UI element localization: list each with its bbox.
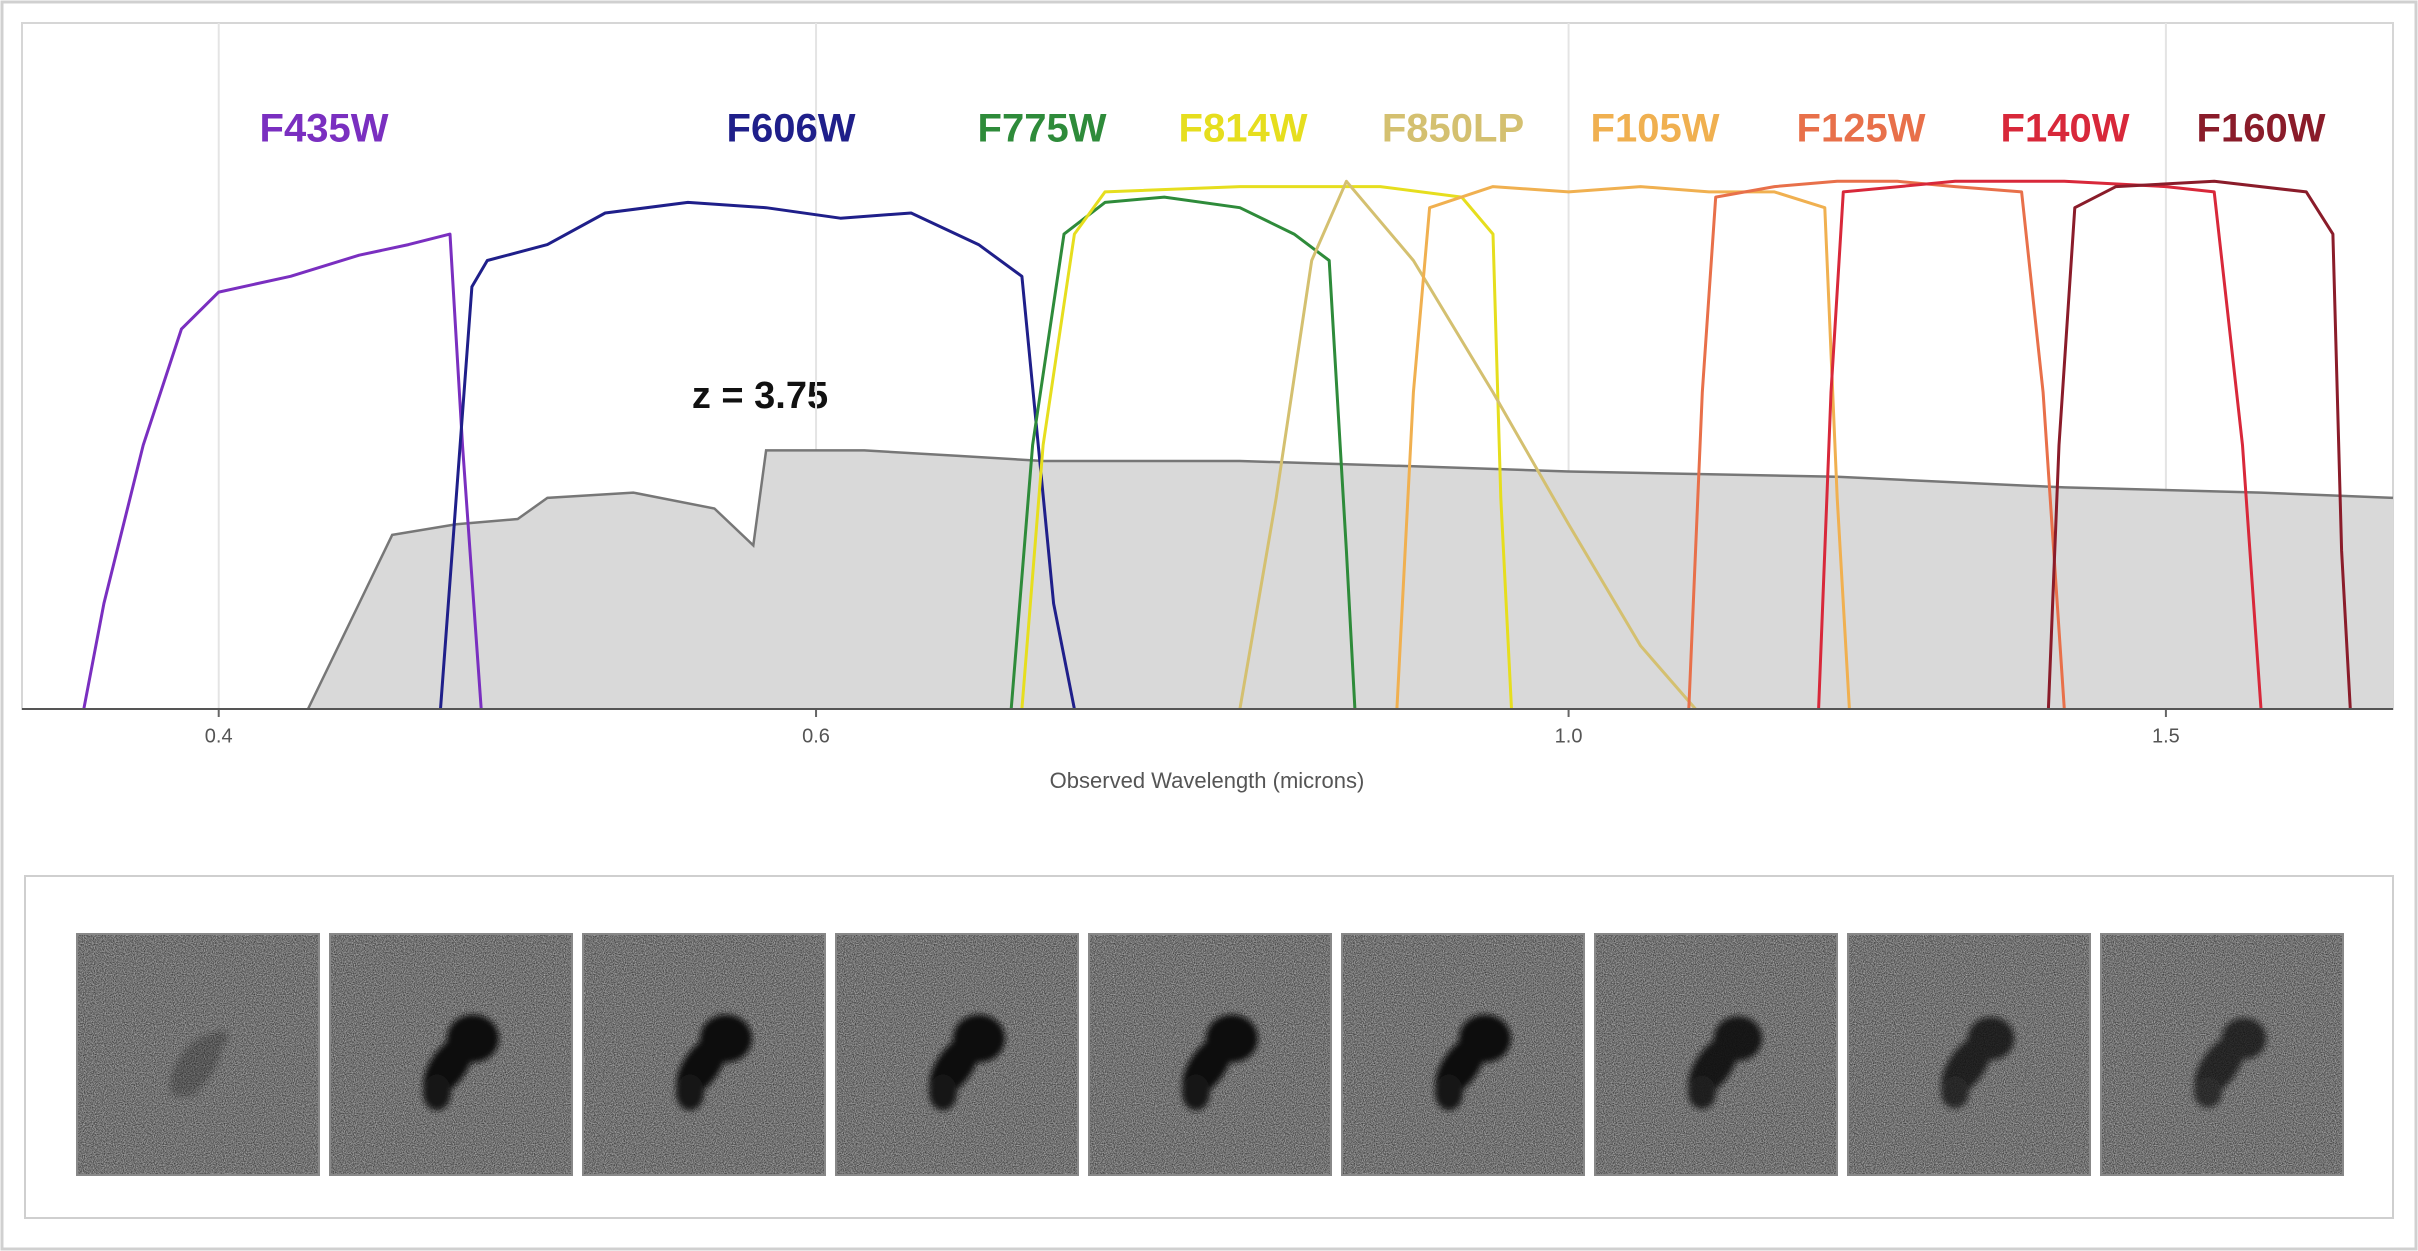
x-tick-label: 0.4: [205, 725, 233, 747]
galaxy-tail: [1182, 1075, 1210, 1111]
galaxy-tail: [676, 1075, 704, 1111]
galaxy-tail: [1941, 1077, 1969, 1109]
galaxy-tail: [1688, 1076, 1716, 1109]
galaxy-tail: [1435, 1075, 1463, 1111]
thumbnail: [1342, 934, 1584, 1175]
x-tick-label: 1.5: [2152, 725, 2180, 747]
annotation: z = 3.75: [692, 375, 828, 417]
legend-label: F435W: [260, 107, 389, 151]
thumbnail: [583, 934, 825, 1175]
legend-label: F105W: [1591, 107, 1720, 151]
legend-label: F814W: [1179, 107, 1308, 151]
legend-label: F606W: [727, 107, 856, 151]
thumbnail: [330, 934, 572, 1175]
thumbnail: [1089, 934, 1331, 1175]
figure: Observed Wavelength (microns) z = 3.75 0…: [0, 0, 2418, 1251]
x-tick-label: 0.6: [802, 725, 830, 747]
galaxy-tail: [423, 1075, 451, 1111]
thumbnail: [77, 934, 319, 1175]
legend-label: F160W: [2197, 107, 2326, 151]
thumbnail: [2101, 934, 2343, 1175]
x-axis-label: Observed Wavelength (microns): [1050, 768, 1365, 793]
legend-label: F140W: [2001, 107, 2130, 151]
page: Observed Wavelength (microns) z = 3.75 0…: [0, 0, 2418, 1251]
galaxy-tail: [170, 1089, 198, 1097]
thumbnail: [1848, 934, 2090, 1175]
legend-label: F850LP: [1382, 107, 1524, 151]
thumbnail: [836, 934, 1078, 1175]
x-tick-label: 1.0: [1555, 725, 1583, 747]
legend-label: F775W: [978, 107, 1107, 151]
galaxy-tail: [2194, 1077, 2222, 1107]
thumbnail: [1595, 934, 1837, 1175]
legend-label: F125W: [1797, 107, 1926, 151]
galaxy-tail: [929, 1075, 957, 1111]
